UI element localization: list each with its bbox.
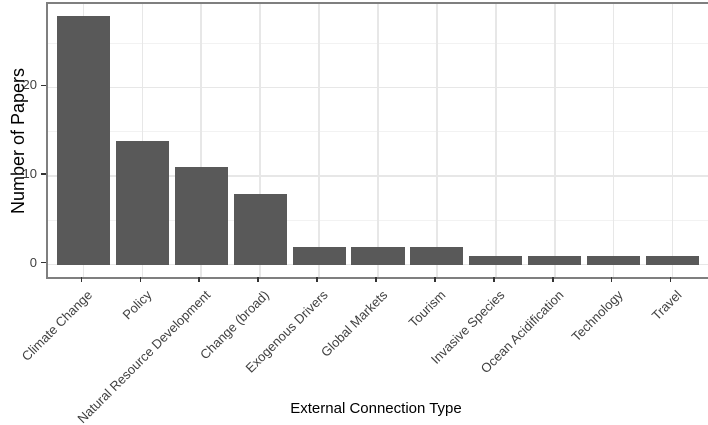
bar-travel [646, 255, 700, 265]
x-tick-label-text-travel: Travel [648, 287, 685, 324]
x-tick-exogenous-drivers [316, 277, 318, 282]
gridline-major-x-exogenous-drivers [318, 4, 320, 277]
y-tick-20 [41, 84, 46, 87]
gridline-major-x-invasive-species [495, 4, 497, 277]
gridline-major-x-natural-resource-development [200, 4, 202, 277]
bar-tourism [410, 246, 464, 265]
gridline-major-x-technology [612, 4, 615, 277]
bar-ocean-acidification [528, 255, 582, 265]
x-tick-ocean-acidification [552, 277, 554, 282]
y-tick-label-20: 20 [22, 77, 37, 93]
bar-climate-change [56, 16, 110, 265]
x-tick-change-broad [257, 277, 259, 282]
x-tick-invasive-species [493, 277, 495, 282]
y-tick-10 [41, 173, 46, 175]
x-tick-global-markets [375, 277, 377, 282]
y-axis-title: Number of Papers [7, 67, 28, 215]
y-tick-label-0: 0 [29, 254, 37, 270]
gridline-major-x-global-markets [377, 4, 379, 277]
bar-technology [587, 255, 641, 265]
x-tick-natural-resource-development [198, 277, 200, 282]
x-tick-label-text-climate-change: Climate Change [18, 287, 96, 364]
gridline-major-x-travel [671, 4, 674, 277]
gridline-major-x-ocean-acidification [554, 4, 556, 277]
bar-policy [115, 140, 169, 265]
bar-natural-resource-development [174, 167, 228, 265]
x-tick-technology [610, 277, 613, 282]
x-tick-label-text-technology: Technology [568, 287, 626, 345]
plot-panel [46, 2, 708, 279]
bar-global-markets [351, 246, 405, 265]
gridline-major-x-change-broad [259, 4, 261, 277]
x-tick-tourism [434, 277, 436, 282]
x-tick-label-text-policy: Policy [119, 287, 155, 323]
x-tick-climate-change [80, 277, 83, 282]
x-tick-policy [139, 277, 142, 282]
y-tick-0 [41, 261, 46, 264]
y-tick-label-10: 10 [22, 165, 37, 181]
x-tick-label-text-tourism: Tourism [406, 287, 449, 331]
bar-invasive-species [469, 255, 523, 265]
x-tick-travel [669, 277, 672, 282]
gridline-major-x-tourism [436, 4, 438, 277]
bar-exogenous-drivers [292, 246, 346, 265]
bar-change-broad [233, 193, 287, 265]
x-axis-title: External Connection Type [290, 400, 462, 417]
